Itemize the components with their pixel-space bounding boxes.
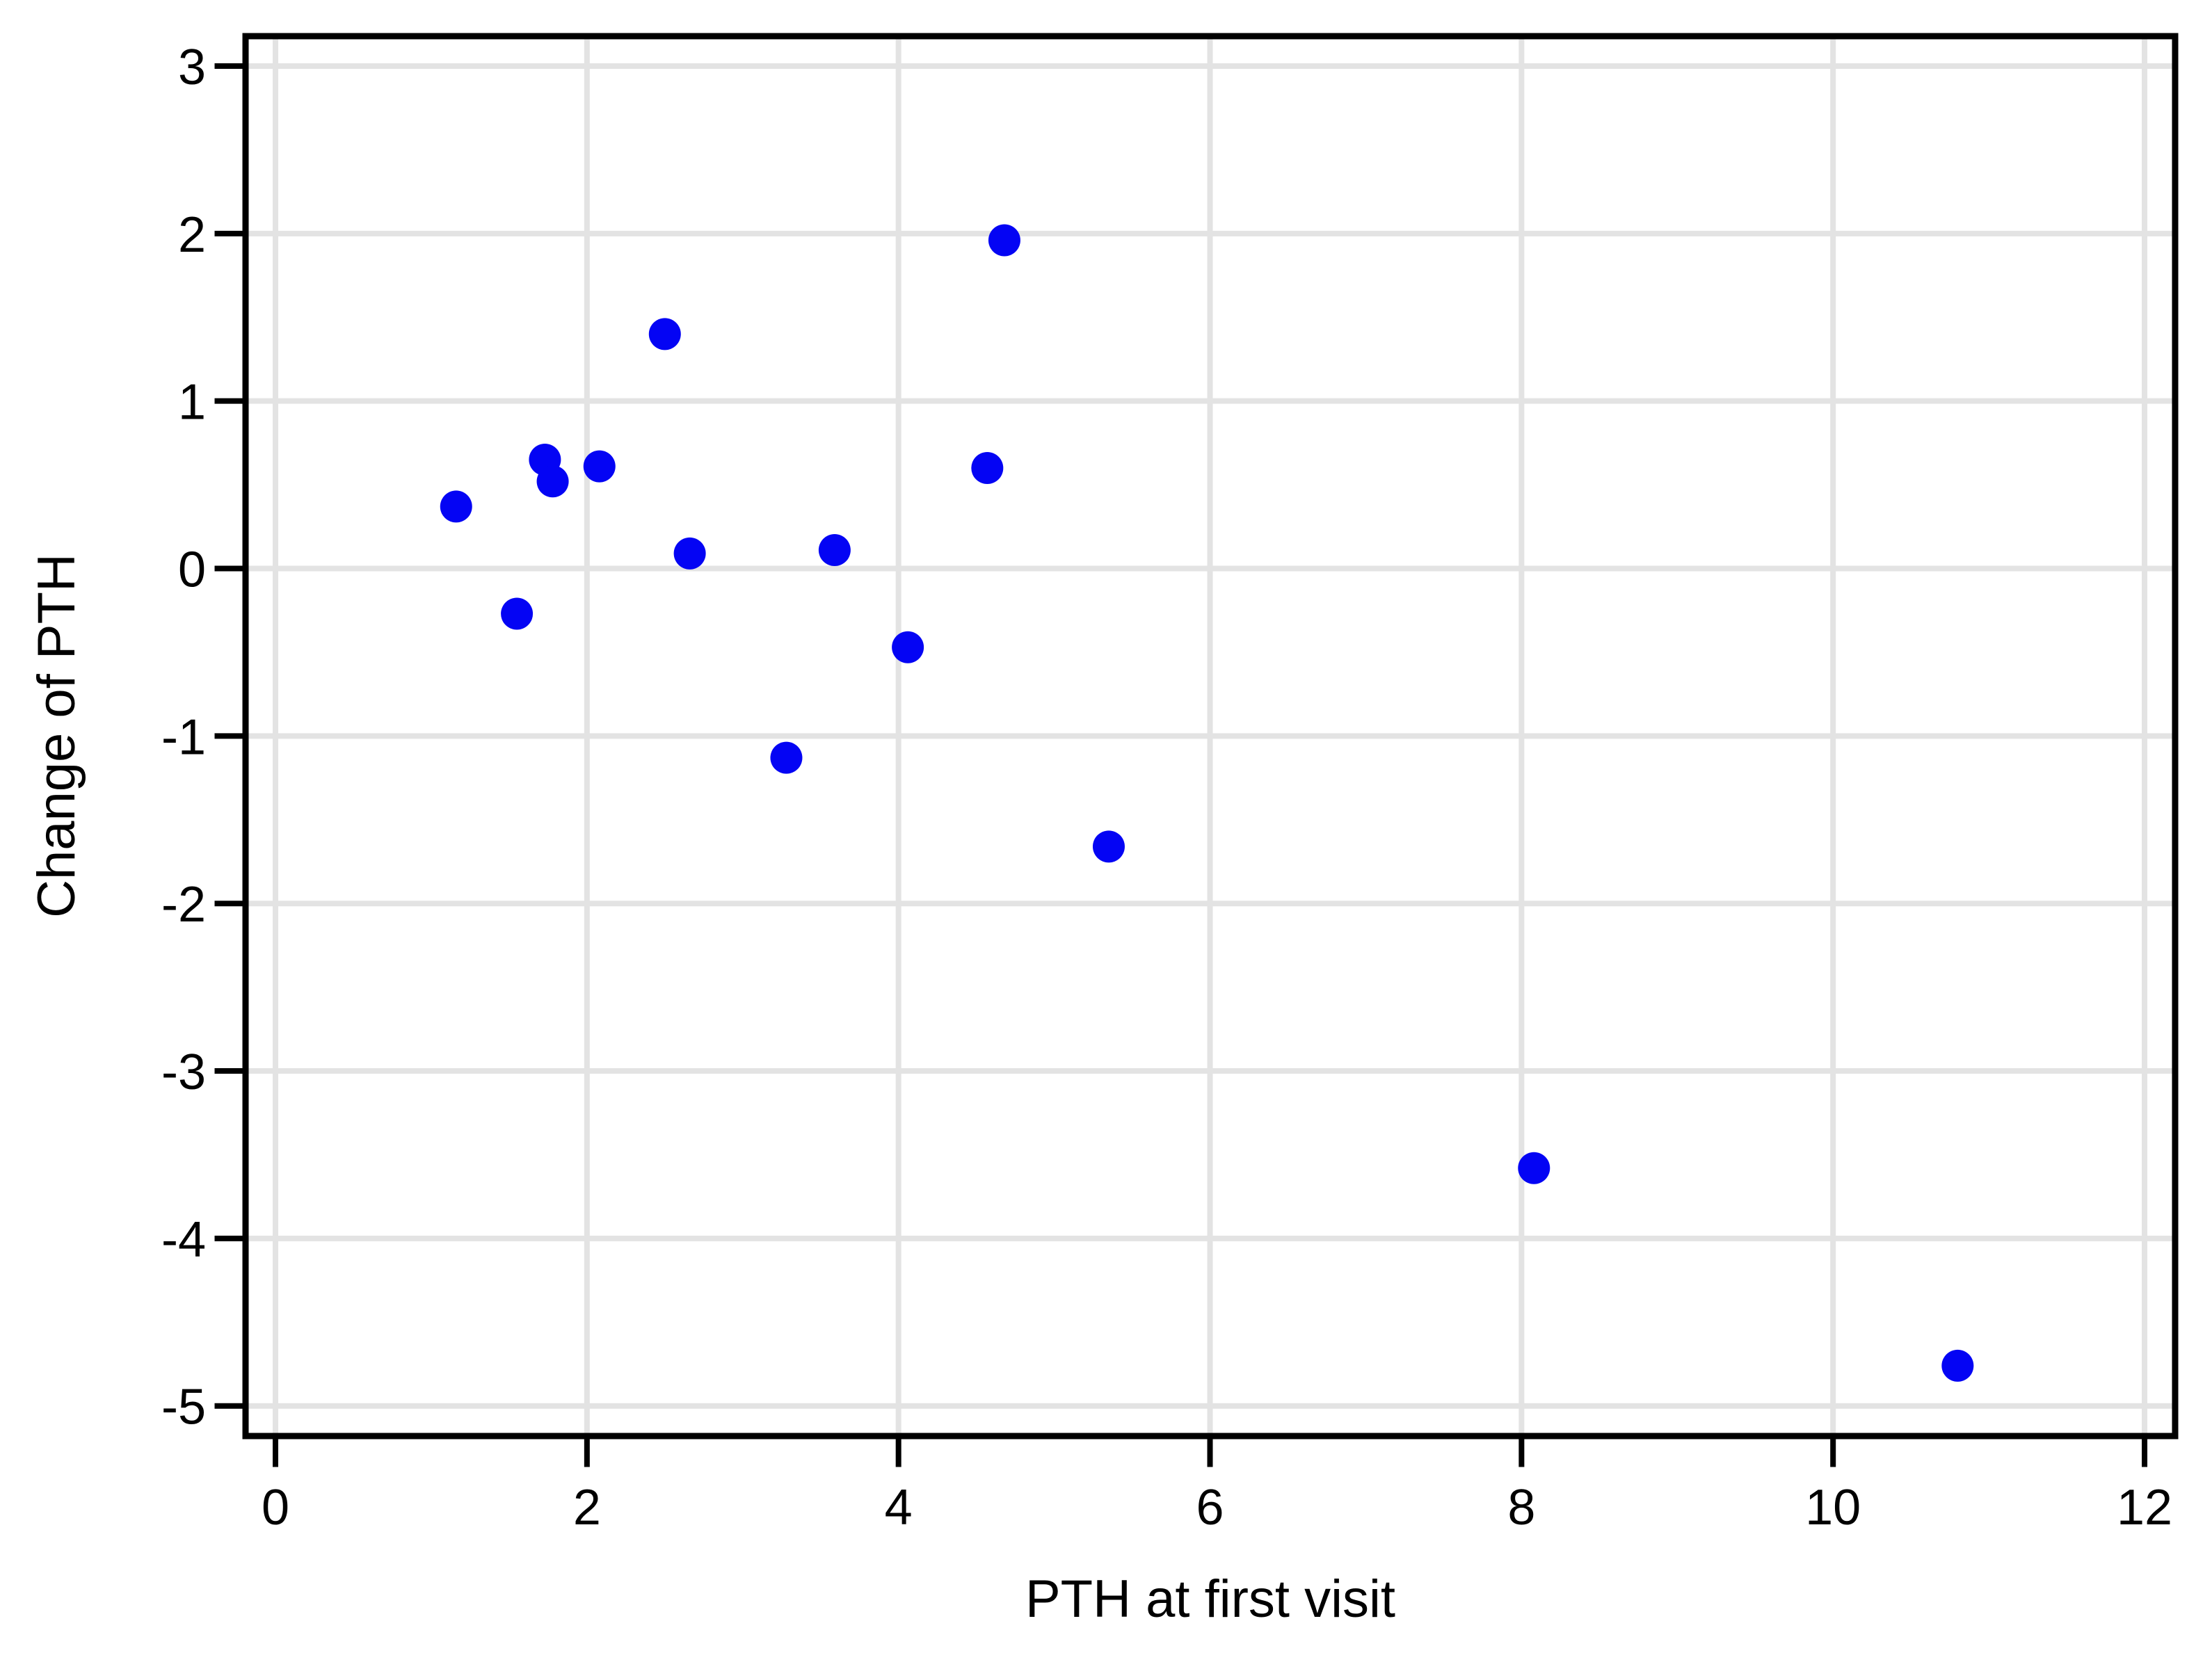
y-tick-label: -2 bbox=[161, 877, 206, 933]
data-point bbox=[673, 537, 706, 570]
plot-frame bbox=[242, 33, 2179, 1440]
data-point bbox=[1941, 1349, 1974, 1382]
y-tick-label: 1 bbox=[178, 375, 206, 430]
data-point bbox=[648, 318, 681, 350]
data-points bbox=[440, 224, 1974, 1382]
y-tick-label: -1 bbox=[161, 709, 206, 765]
data-point bbox=[501, 597, 534, 630]
x-tick-label: 4 bbox=[885, 1480, 913, 1535]
data-point bbox=[892, 631, 924, 663]
data-point bbox=[1518, 1152, 1550, 1184]
plot-border bbox=[242, 33, 2179, 1440]
x-axis-title: PTH at first visit bbox=[1025, 1570, 1395, 1629]
data-point bbox=[988, 224, 1020, 257]
y-tick-label: -5 bbox=[161, 1380, 206, 1435]
data-point bbox=[818, 534, 851, 567]
y-tick-label: -4 bbox=[161, 1212, 206, 1268]
x-tick-label: 12 bbox=[2117, 1480, 2172, 1535]
y-tick-label: 0 bbox=[178, 542, 206, 598]
y-tick-label: -3 bbox=[161, 1045, 206, 1100]
y-axis-title: Change of PTH bbox=[27, 554, 86, 918]
data-point bbox=[1092, 830, 1125, 863]
x-tick-label: 0 bbox=[262, 1480, 289, 1535]
data-point bbox=[971, 452, 1004, 485]
x-tick-label: 8 bbox=[1507, 1480, 1535, 1535]
data-point bbox=[440, 490, 472, 523]
gridlines bbox=[246, 36, 2175, 1436]
y-tick-label: 3 bbox=[178, 40, 206, 95]
x-tick-label: 6 bbox=[1196, 1480, 1224, 1535]
data-point bbox=[536, 465, 569, 498]
data-point bbox=[770, 741, 803, 774]
x-tick-label: 2 bbox=[573, 1480, 601, 1535]
data-point bbox=[583, 450, 616, 483]
axis-ticks bbox=[214, 63, 2148, 1467]
y-tick-label: 2 bbox=[178, 207, 206, 263]
x-tick-label: 10 bbox=[1805, 1480, 1861, 1535]
